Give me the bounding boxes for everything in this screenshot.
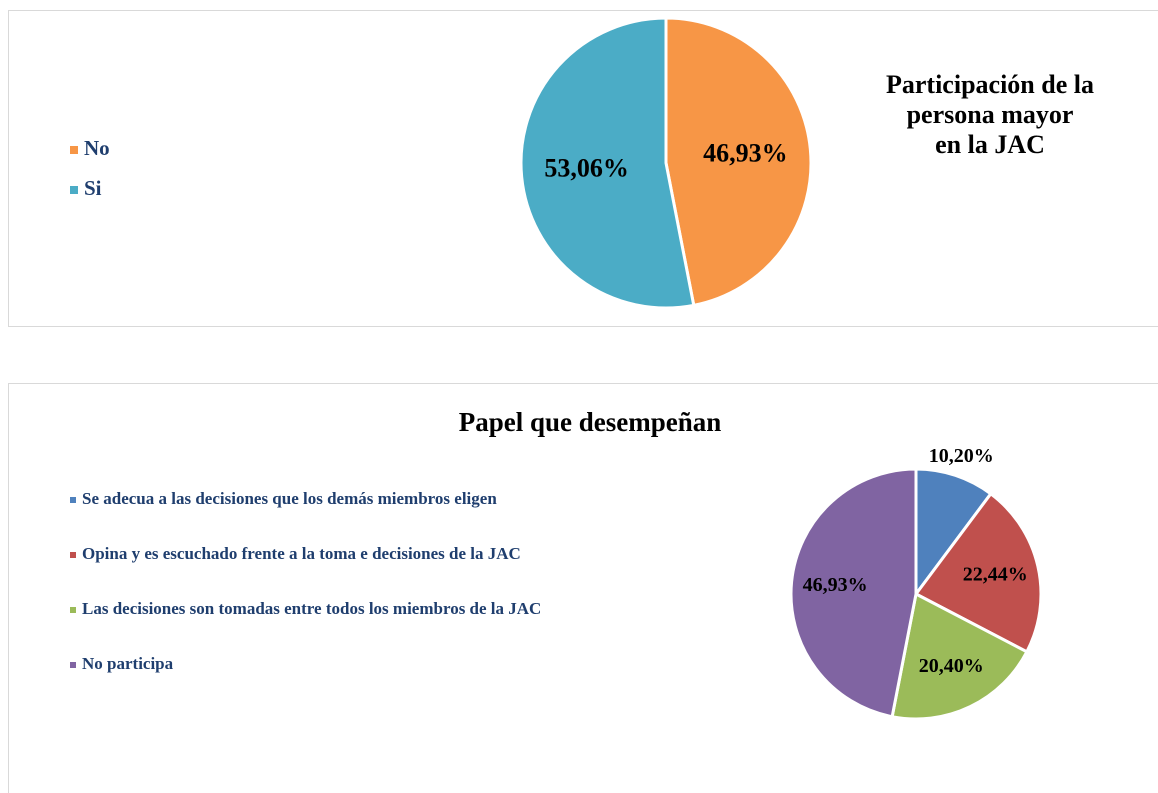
legend-swatch <box>70 607 76 613</box>
chart-title: en la JAC <box>935 130 1045 159</box>
legend-swatch <box>70 552 76 558</box>
pie-slice <box>890 591 1029 721</box>
data-label: 10,20% <box>929 445 994 467</box>
data-label: 46,93% <box>803 574 868 596</box>
chart-title: persona mayor <box>907 100 1074 129</box>
pie-slice <box>664 16 813 308</box>
legend-swatch <box>70 186 78 194</box>
legend-label: No <box>84 136 110 160</box>
data-label: 53,06% <box>544 154 629 183</box>
legend-swatch <box>70 146 78 154</box>
pie-slice <box>914 467 993 599</box>
legend-label: Opina y es escuchado frente a la toma e … <box>82 544 521 563</box>
legend-label: Se adecua a las decisiones que los demás… <box>82 489 497 508</box>
legend-swatch <box>70 497 76 503</box>
legend-swatch <box>70 662 76 668</box>
legend-label: Las decisiones son tomadas entre todos l… <box>82 599 541 618</box>
pie-slice <box>789 467 918 719</box>
chart-title: Papel que desempeñan <box>459 407 722 437</box>
legend-label: Si <box>84 176 102 200</box>
data-label: 22,44% <box>963 564 1028 586</box>
data-label: 46,93% <box>703 138 788 167</box>
pie-slice <box>519 16 696 310</box>
legend-label: No participa <box>82 654 174 673</box>
pie-slice <box>913 491 1043 654</box>
chart-title: Participación de la <box>886 70 1094 99</box>
data-label: 20,40% <box>919 655 984 677</box>
